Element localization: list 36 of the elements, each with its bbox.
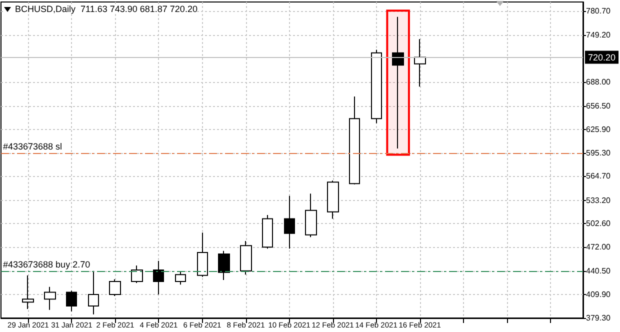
ref-line-label: #433673688 sl xyxy=(3,141,62,152)
candlestick xyxy=(305,193,317,238)
candlestick xyxy=(131,264,143,284)
chart-title: BCHUSD,Daily 711.63 743.90 681.87 720.20 xyxy=(15,4,198,14)
candlestick xyxy=(371,49,382,124)
candlestick xyxy=(109,278,121,297)
y-tick-label: 688.00 xyxy=(586,77,612,86)
candlestick xyxy=(262,214,273,250)
y-tick-label: 564.70 xyxy=(586,172,612,181)
candlestick xyxy=(88,270,99,315)
candlestick xyxy=(44,286,56,310)
y-tick-label: 472.00 xyxy=(586,242,612,252)
y-tick-label: 595.30 xyxy=(586,148,612,158)
ref-line-label: 720.20 xyxy=(588,52,616,62)
candlestick xyxy=(218,250,230,280)
candlestick xyxy=(66,290,77,312)
candlestick xyxy=(349,96,360,185)
y-tick-label: 656.50 xyxy=(586,102,612,111)
candlestick xyxy=(175,271,186,286)
y-tick-label: 780.70 xyxy=(586,6,612,16)
ref-line-label: #433673688 buy 2.70 xyxy=(3,260,90,270)
candlestick xyxy=(240,240,252,276)
y-tick-label: 379.30 xyxy=(586,314,612,322)
candlestick xyxy=(284,195,295,250)
y-tick-label: 440.50 xyxy=(586,266,612,276)
candlestick xyxy=(327,180,339,220)
candlestick xyxy=(392,16,404,149)
candlestick xyxy=(153,260,164,296)
y-tick-label: 625.90 xyxy=(586,124,612,134)
y-tick-label: 749.20 xyxy=(586,30,612,40)
y-tick-label: 409.90 xyxy=(586,290,612,300)
candlestick xyxy=(22,274,34,310)
y-tick-label: 502.60 xyxy=(586,219,612,228)
y-tick-label: 533.20 xyxy=(586,196,612,205)
candlestick xyxy=(197,232,208,278)
candlestick xyxy=(414,38,426,88)
